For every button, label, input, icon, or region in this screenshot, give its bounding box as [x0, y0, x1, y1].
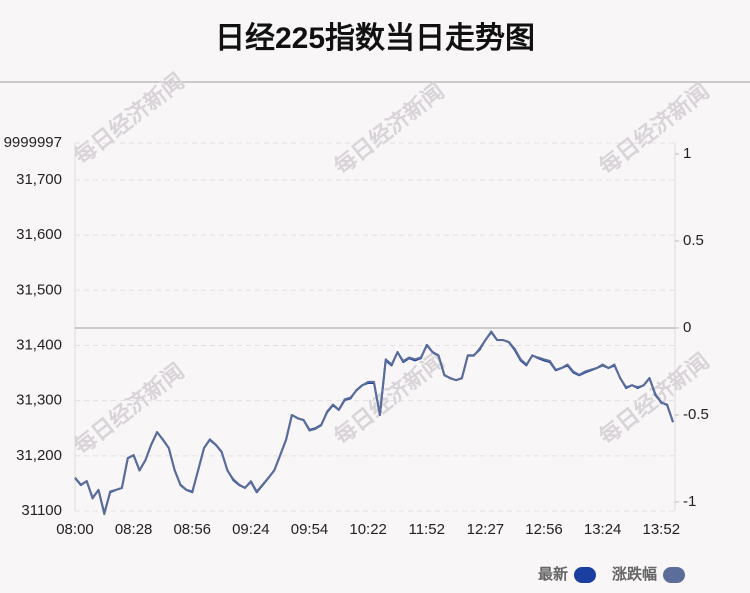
legend-label: 涨跌幅: [612, 565, 657, 583]
x-tick-label: 08:00: [56, 521, 94, 538]
x-tick-label: 11:52: [409, 521, 445, 538]
y2-tick-label: -0.5: [683, 406, 709, 423]
y2-tick-label: 0.5: [683, 232, 704, 249]
line-series: [74, 330, 674, 516]
legend-swatch: [663, 567, 685, 583]
x-tick-label: 12:27: [467, 521, 505, 538]
x-tick-label: 09:24: [232, 521, 270, 538]
x-tick-label: 10:22: [349, 521, 387, 538]
y-tick-label: 31,700: [16, 171, 62, 188]
legend-label: 最新: [538, 565, 568, 583]
y2-tick-label: -1: [683, 493, 696, 510]
x-tick-label: 13:52: [643, 521, 681, 538]
y2-tick-label: 0: [683, 319, 691, 336]
y2-tick-label: 1: [683, 145, 691, 162]
y-tick-label: 31,400: [16, 336, 62, 353]
y-tick-label: 31,600: [16, 226, 62, 243]
watermark: 每日经济新闻: [69, 68, 189, 170]
y-tick-label: 9999997: [4, 134, 62, 151]
y-tick-label: 31100: [21, 502, 62, 519]
chart-title: 日经225指数当日走势图: [215, 21, 535, 55]
x-tick-label: 08:56: [173, 521, 211, 538]
x-tick-label: 09:54: [291, 521, 329, 538]
watermark: 每日经济新闻: [329, 78, 449, 180]
watermark: 每日经济新闻: [69, 358, 189, 460]
x-tick-label: 12:56: [525, 521, 563, 538]
x-tick-label: 08:28: [115, 521, 153, 538]
watermark: 每日经济新闻: [594, 78, 714, 180]
y-tick-label: 31,500: [16, 281, 62, 298]
legend-swatch: [573, 567, 596, 583]
watermark: 每日经济新闻: [594, 348, 714, 450]
x-tick-label: 13:24: [584, 521, 622, 538]
y-tick-label: 31,200: [16, 447, 62, 464]
y-tick-label: 31,300: [16, 392, 62, 409]
